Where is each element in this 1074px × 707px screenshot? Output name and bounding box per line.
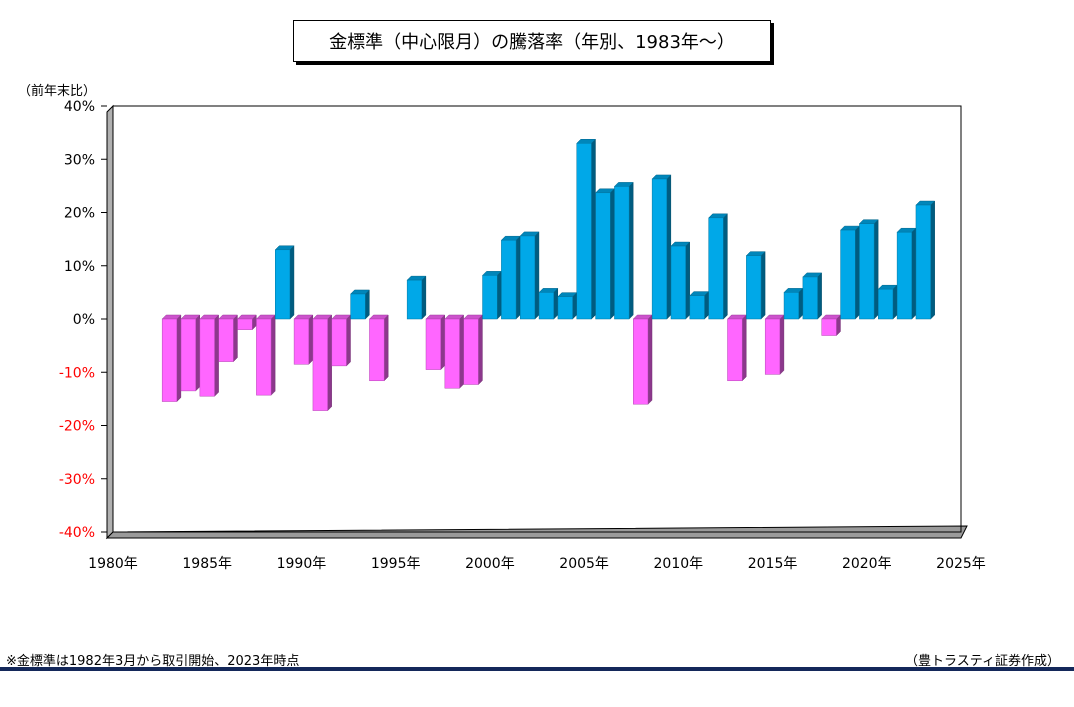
bar <box>670 241 691 320</box>
bar <box>255 314 276 396</box>
bar <box>708 213 728 320</box>
bar <box>595 188 615 320</box>
bar <box>783 287 804 320</box>
x-tick-label: 1985年 <box>182 556 232 572</box>
bar <box>613 181 634 320</box>
bar <box>463 314 483 386</box>
y-tick-label: 30% <box>64 152 95 168</box>
bar <box>274 245 295 320</box>
x-tick-label: 2005年 <box>559 556 609 572</box>
chart-title: 金標準（中心限月）の騰落率（年別、1983年～） <box>293 20 771 62</box>
bar <box>236 314 257 331</box>
bar <box>538 287 559 320</box>
bar <box>444 314 465 389</box>
bar <box>726 314 747 382</box>
bar <box>350 289 370 320</box>
y-tick-label: 0% <box>73 312 95 328</box>
axes: -40% -30% -20% -10% 0% 10% 20% 30% 40% 1980年 1985年… <box>59 99 986 572</box>
plot-left-wall <box>106 104 114 540</box>
bar <box>896 227 917 320</box>
y-tick-label: -20% <box>59 419 95 435</box>
bars <box>161 138 936 412</box>
bar <box>557 292 578 320</box>
y-tick-label: 10% <box>64 259 95 275</box>
bar <box>331 314 352 367</box>
bar <box>915 200 936 320</box>
bar <box>689 290 710 320</box>
x-tick-label: 1980年 <box>88 556 138 572</box>
plot-border <box>112 105 962 533</box>
bar <box>519 231 540 320</box>
footer-rule <box>0 667 1074 671</box>
footnote: ※金標準は1982年3月から取引開始、2023年時点 <box>6 654 300 669</box>
bar <box>877 284 898 320</box>
x-tick-label: 2000年 <box>465 556 515 572</box>
bar <box>481 270 502 320</box>
x-tick-label: 2020年 <box>842 556 892 572</box>
bar <box>199 314 220 397</box>
bar-chart: -40% -30% -20% -10% 0% 10% 20% 30% 40% 1980年 1985年… <box>59 99 986 572</box>
bar <box>312 314 333 412</box>
bar <box>406 275 427 320</box>
bar <box>821 314 842 337</box>
bar <box>425 314 446 371</box>
bar <box>858 219 879 320</box>
x-tick-label: 2025年 <box>936 556 986 572</box>
x-tick-label: 1995年 <box>371 556 421 572</box>
y-tick-label: -30% <box>59 472 95 488</box>
bar <box>745 251 766 320</box>
y-tick-label: -40% <box>59 525 95 541</box>
source-credit: （豊トラスティ証券作成） <box>905 654 1060 669</box>
bar <box>218 314 239 363</box>
bar <box>368 314 389 382</box>
bar <box>839 225 860 320</box>
bar <box>500 235 521 320</box>
y-tick-label: -10% <box>59 365 95 381</box>
bar <box>651 174 672 320</box>
y-tick-label: 40% <box>64 99 95 115</box>
y-tick-label: 20% <box>64 206 95 222</box>
bar <box>576 138 597 320</box>
y-axis-unit-label: （前年末比） <box>18 84 97 99</box>
x-tick-label: 2010年 <box>654 556 704 572</box>
x-tick-label: 1990年 <box>277 556 327 572</box>
bar <box>293 314 314 365</box>
bar <box>764 314 785 375</box>
bar <box>161 314 182 403</box>
x-tick-label: 2015年 <box>748 556 798 572</box>
bar <box>180 314 201 392</box>
bar <box>802 272 823 320</box>
bar <box>632 314 653 405</box>
